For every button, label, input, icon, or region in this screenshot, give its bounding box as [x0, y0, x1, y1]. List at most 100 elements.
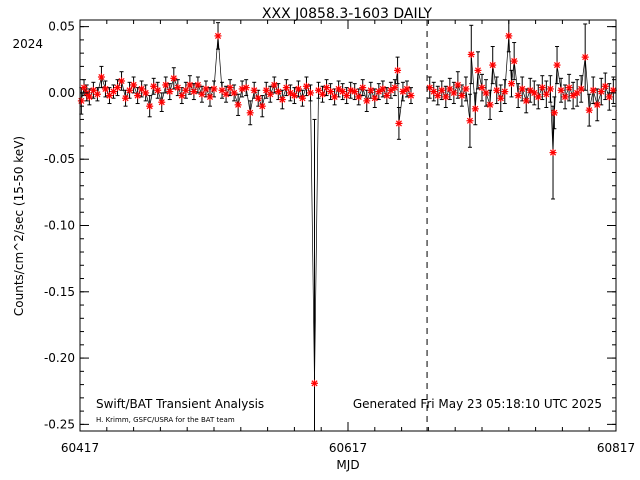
data-marker: [186, 81, 194, 89]
marker-stroke: [146, 103, 153, 110]
marker-stroke: [118, 77, 125, 85]
marker-stroke: [355, 93, 362, 100]
marker-stroke: [450, 89, 457, 96]
marker-stroke: [515, 92, 522, 99]
marker-stroke: [223, 91, 230, 98]
marker-stroke: [539, 84, 546, 91]
marker-stroke: [549, 149, 557, 156]
marker-stroke: [186, 81, 193, 89]
marker-stroke: [291, 92, 298, 99]
data-marker: [601, 82, 609, 90]
data-marker: [105, 92, 113, 100]
marker-stroke: [243, 84, 250, 91]
data-marker: [335, 85, 343, 93]
marker-stroke: [399, 88, 406, 95]
data-marker: [399, 88, 407, 96]
chart-title: XXX J0858.3-1603 DAILY: [262, 6, 433, 22]
data-marker: [561, 93, 569, 101]
data-marker: [246, 109, 254, 117]
marker-stroke: [94, 91, 101, 98]
data-marker: [343, 92, 351, 100]
data-marker: [158, 98, 166, 106]
data-marker: [482, 89, 490, 97]
data-marker: [319, 90, 327, 98]
data-marker: [553, 61, 561, 69]
marker-stroke: [566, 84, 573, 91]
marker-stroke: [287, 89, 294, 96]
marker-stroke: [150, 83, 157, 90]
marker-stroke: [227, 84, 234, 91]
marker-stroke: [606, 93, 613, 100]
marker-stroke: [80, 84, 88, 91]
marker-stroke: [501, 88, 508, 95]
data-marker: [162, 81, 170, 89]
y-tick-label: 0.00: [48, 86, 75, 100]
data-marker: [146, 102, 154, 110]
data-marker: [518, 85, 526, 93]
marker-stroke: [198, 91, 205, 98]
data-marker: [585, 106, 593, 114]
marker-stroke: [98, 73, 105, 81]
year-marker-label: 2024: [12, 37, 43, 51]
data-marker: [214, 32, 222, 40]
data-marker: [302, 82, 310, 90]
marker-stroke: [594, 101, 601, 108]
marker-stroke: [458, 92, 465, 99]
data-marker: [434, 92, 442, 100]
data-marker: [226, 84, 234, 92]
marker-stroke: [454, 81, 461, 89]
data-marker: [182, 86, 190, 94]
marker-stroke: [383, 92, 390, 99]
marker-stroke: [279, 96, 286, 103]
data-marker: [206, 93, 214, 101]
data-marker: [522, 97, 530, 105]
data-marker: [178, 92, 186, 100]
marker-stroke: [482, 89, 490, 96]
marker-stroke: [214, 32, 222, 39]
data-marker: [282, 84, 290, 92]
data-marker: [367, 86, 375, 94]
marker-stroke: [363, 97, 370, 104]
data-marker: [122, 94, 130, 102]
marker-stroke: [331, 93, 338, 100]
data-marker: [234, 101, 242, 109]
marker-stroke: [190, 88, 197, 95]
y-tick-label: -0.10: [44, 219, 75, 233]
marker-stroke: [468, 51, 475, 58]
data-marker: [142, 89, 150, 97]
data-marker: [474, 66, 482, 74]
marker-stroke: [508, 80, 515, 87]
marker-stroke: [553, 62, 561, 69]
data-marker: [101, 85, 109, 93]
data-marker: [478, 84, 486, 92]
marker-stroke: [426, 84, 433, 91]
y-tick-label: -0.25: [44, 417, 75, 431]
marker-stroke: [170, 75, 177, 82]
data-marker: [254, 94, 262, 102]
data-marker: [230, 89, 238, 97]
marker-stroke: [387, 87, 394, 94]
marker-stroke: [166, 88, 173, 95]
data-marker: [379, 85, 387, 93]
marker-stroke: [586, 107, 593, 114]
data-marker: [546, 85, 554, 93]
marker-stroke: [130, 81, 137, 89]
data-marker: [134, 92, 142, 100]
marker-stroke: [323, 84, 330, 91]
marker-stroke: [122, 95, 129, 102]
marker-stroke: [114, 84, 121, 91]
marker-stroke: [462, 85, 469, 92]
marker-stroke: [359, 84, 366, 91]
axes-layer: 0.05 0.00 -0.05 -0.10 -0.15 -0.20 -0.25 60417 60…: [44, 20, 635, 455]
data-marker: [210, 85, 218, 93]
annotation-credit: H. Krimm, GSFC/USRA for the BAT team: [96, 416, 235, 424]
marker-stroke: [519, 85, 526, 92]
marker-stroke: [206, 93, 214, 100]
marker-stroke: [446, 85, 453, 92]
data-marker: [395, 119, 403, 127]
data-marker: [202, 85, 210, 93]
marker-stroke: [489, 62, 496, 69]
data-marker: [569, 92, 577, 100]
